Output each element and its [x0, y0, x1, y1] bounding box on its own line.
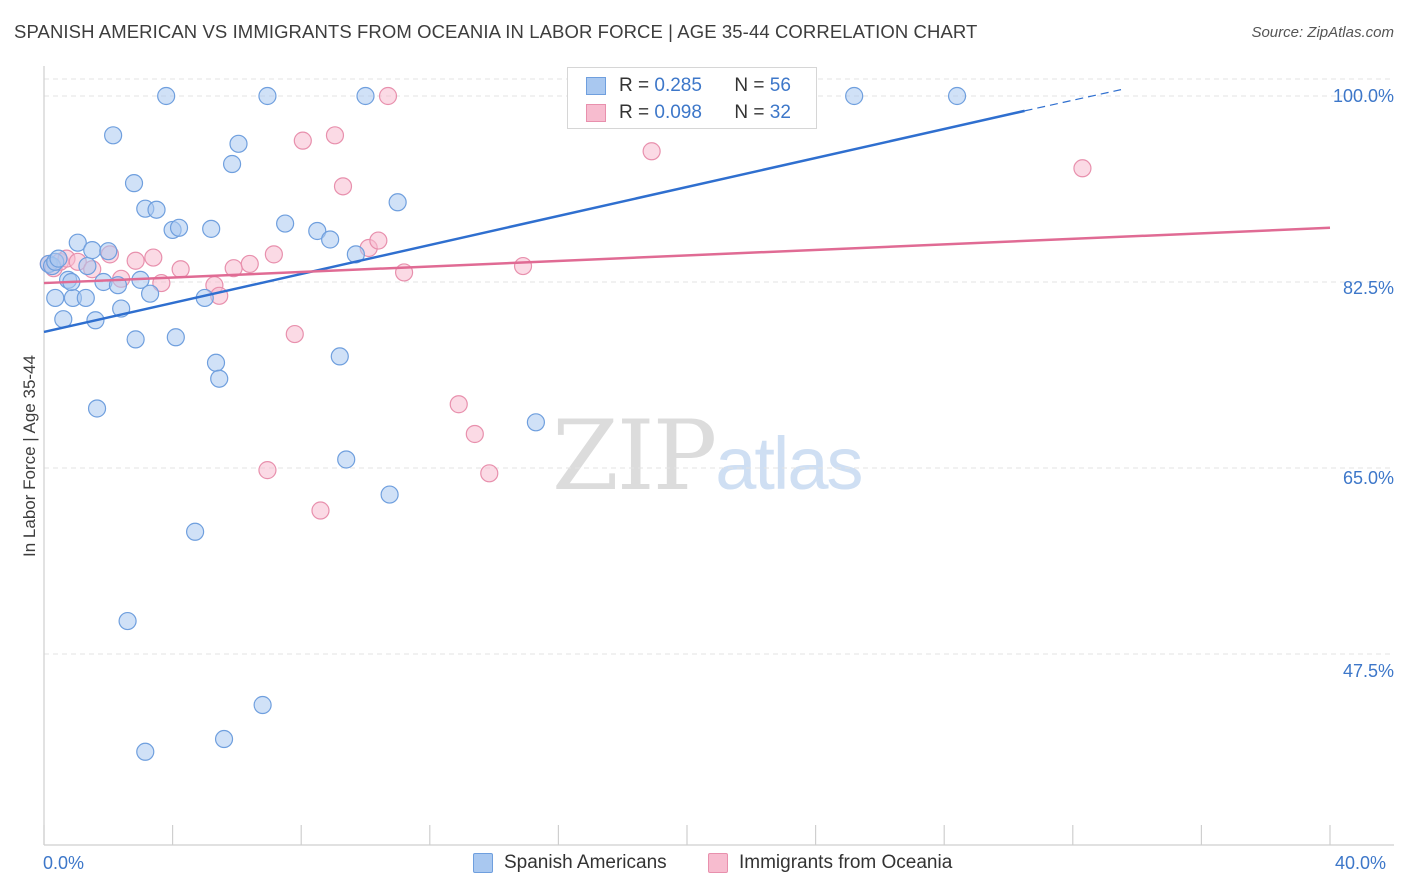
point-spanish-americans — [206, 353, 226, 372]
bottom-legend-immigrants-from-oceania[interactable]: Immigrants from Oceania — [708, 852, 952, 874]
point-spanish-americans — [68, 233, 87, 252]
point-immigrants-from-oceania — [369, 231, 388, 250]
bottom-legend-label: Spanish Americans — [504, 852, 667, 873]
point-spanish-americans — [380, 485, 399, 504]
y-axis-title: In Labor Force | Age 35-44 — [20, 355, 39, 557]
point-spanish-americans — [337, 450, 356, 469]
axis-layer — [43, 66, 1394, 846]
point-immigrants-from-oceania — [293, 131, 312, 150]
x-tick-label-max: 40.0% — [1335, 853, 1387, 873]
point-spanish-americans — [76, 288, 95, 308]
point-spanish-americans — [104, 126, 123, 145]
point-spanish-americans — [202, 219, 221, 238]
bottom-legend-spanish-americans[interactable]: Spanish Americans — [473, 852, 667, 874]
point-immigrants-from-oceania — [378, 86, 398, 106]
legend-n-label: N = — [734, 102, 765, 123]
point-spanish-americans — [99, 242, 118, 261]
trend-line-spanish-americans-extension — [1024, 89, 1122, 112]
y-tick-label-82-5: 82.5% — [1342, 278, 1394, 298]
trend-line-immigrants-from-oceania — [43, 226, 1331, 285]
source-label: Source: ZipAtlas.com — [1251, 24, 1394, 41]
point-spanish-americans — [321, 230, 340, 249]
point-spanish-americans — [526, 413, 545, 432]
point-immigrants-from-oceania — [325, 126, 345, 145]
series-spanish-americans-points — [39, 86, 967, 761]
bottom-legend-label: Immigrants from Oceania — [739, 852, 953, 873]
legend-r-value: 0.098 — [654, 102, 702, 123]
legend-row-spanish-americans: R = 0.285 N = 56 — [586, 73, 791, 99]
point-spanish-americans — [222, 154, 242, 174]
legend-row-immigrants-from-oceania: R = 0.098 N = 32 — [586, 100, 791, 126]
point-spanish-americans — [166, 328, 185, 347]
point-immigrants-from-oceania — [285, 324, 304, 344]
legend-r-label: R = — [619, 75, 650, 96]
watermark-zip: ZIP — [552, 400, 717, 512]
point-immigrants-from-oceania — [171, 260, 190, 279]
point-immigrants-from-oceania — [513, 256, 533, 276]
point-immigrants-from-oceania — [311, 501, 330, 520]
legend-r-value: 0.285 — [654, 75, 702, 96]
point-spanish-americans — [118, 611, 137, 631]
legend-swatch-pink — [586, 104, 606, 122]
point-spanish-americans — [214, 729, 234, 749]
point-immigrants-from-oceania — [258, 461, 277, 480]
point-spanish-americans — [356, 86, 375, 106]
y-tick-label-47-5: 47.5% — [1342, 661, 1394, 681]
legend-swatch-blue — [586, 77, 606, 95]
point-immigrants-from-oceania — [642, 142, 661, 161]
point-immigrants-from-oceania — [449, 395, 468, 414]
point-immigrants-from-oceania — [465, 424, 484, 444]
point-spanish-americans — [124, 174, 144, 193]
point-spanish-americans — [49, 249, 68, 268]
point-spanish-americans — [87, 399, 107, 418]
point-spanish-americans — [46, 288, 65, 308]
watermark-atlas: atlas — [715, 422, 863, 505]
y-tick-label-65: 65.0% — [1342, 468, 1394, 488]
point-spanish-americans — [308, 221, 327, 241]
point-spanish-americans — [210, 369, 229, 388]
point-immigrants-from-oceania — [126, 251, 145, 270]
point-spanish-americans — [330, 347, 349, 366]
series-immigrants-from-oceania-points — [39, 86, 1092, 520]
point-spanish-americans — [157, 86, 176, 106]
point-immigrants-from-oceania — [144, 248, 163, 267]
bottom-legend-swatch-pink — [708, 853, 728, 873]
legend-n-value: 32 — [769, 102, 791, 123]
legend-box: R = 0.285 N = 56 R = 0.098 N = 32 — [567, 67, 817, 129]
point-spanish-americans — [83, 241, 102, 260]
y-tick-label-100: 100.0% — [1332, 86, 1394, 106]
point-spanish-americans — [276, 214, 295, 233]
legend-n-label: N = — [734, 75, 765, 96]
point-spanish-americans — [169, 218, 189, 237]
point-spanish-americans — [147, 200, 166, 219]
point-spanish-americans — [136, 742, 155, 761]
legend-n-value: 56 — [769, 75, 791, 96]
point-spanish-americans — [229, 134, 248, 153]
trend-line-spanish-americans — [43, 109, 1025, 334]
point-spanish-americans — [126, 330, 145, 349]
point-immigrants-from-oceania — [264, 245, 283, 264]
point-spanish-americans — [947, 86, 967, 106]
point-spanish-americans — [845, 86, 864, 106]
point-spanish-americans — [78, 256, 97, 276]
point-spanish-americans — [186, 522, 205, 541]
point-spanish-americans — [258, 86, 277, 106]
point-spanish-americans — [140, 284, 160, 303]
point-immigrants-from-oceania — [333, 177, 353, 196]
bottom-legend-swatch-blue — [473, 853, 493, 873]
grid-layer — [44, 78, 1394, 655]
legend-r-label: R = — [619, 102, 650, 123]
point-spanish-americans — [253, 695, 272, 715]
point-spanish-americans — [388, 193, 407, 212]
point-immigrants-from-oceania — [480, 464, 499, 483]
chart-title: SPANISH AMERICAN VS IMMIGRANTS FROM OCEA… — [14, 21, 978, 42]
point-immigrants-from-oceania — [240, 254, 259, 274]
x-tick-label-min: 0.0% — [43, 853, 85, 873]
watermark: ZIPatlas — [552, 400, 864, 512]
point-immigrants-from-oceania — [1073, 159, 1092, 178]
trend-layer — [43, 89, 1331, 334]
